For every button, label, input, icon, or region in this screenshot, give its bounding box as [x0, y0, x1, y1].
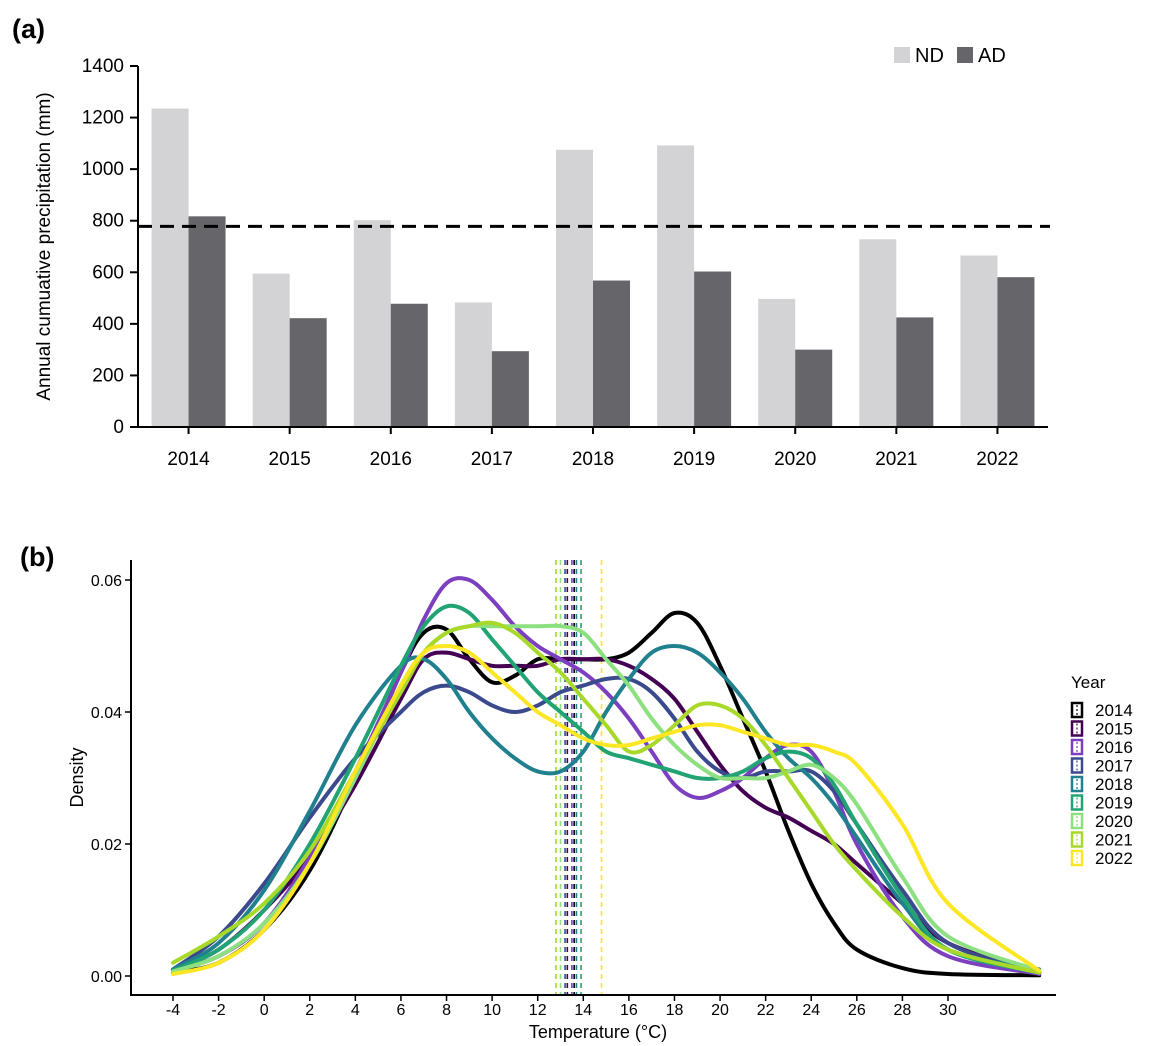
legend-key-2015: [1070, 720, 1084, 737]
legend-label-2014: 2014: [1095, 701, 1133, 720]
y-tick-label-0.04: 0.04: [91, 705, 122, 722]
precipitation-bar-chart: 0 200 400 600 800 1000 1200 1400 2014 2015 2016 201…: [34, 45, 1050, 470]
y-tick-label-400: 400: [92, 314, 124, 335]
y-tick-label-0: 0: [113, 417, 124, 438]
x-tick-label-22: 22: [757, 1002, 775, 1019]
x-tick-label-26: 26: [848, 1002, 866, 1019]
legend-key-2014: [1070, 701, 1084, 719]
legend-key-2019: [1070, 794, 1084, 811]
x-tick-label-14: 14: [574, 1002, 592, 1019]
legend-label-nd: ND: [915, 45, 944, 67]
panel-b-label: (b): [20, 542, 54, 572]
bar-nd-2020: [758, 298, 796, 427]
x-tick-label-6: 6: [396, 1002, 405, 1019]
legend-label-2016: 2016: [1095, 738, 1133, 757]
legend-key-2018: [1070, 775, 1084, 793]
y-tick-label-600: 600: [92, 262, 124, 283]
y-tick-label-0.00: 0.00: [91, 969, 122, 986]
x-tick-label-8: 8: [442, 1002, 451, 1019]
legend-label-ad: AD: [978, 45, 1006, 67]
bar-ad-2019: [694, 271, 732, 427]
legend-key-2022: [1070, 849, 1084, 867]
bar-nd-2016: [353, 220, 391, 427]
x-tick-label-2: 2: [305, 1002, 314, 1019]
y-axis-title: Annual cumuative precipitation (mm): [34, 92, 55, 400]
y-tick-label-0.02: 0.02: [91, 837, 122, 854]
x-tick-label-24: 24: [802, 1002, 820, 1019]
legend-swatch-ad: [957, 47, 973, 63]
legend-key-2021: [1070, 831, 1084, 848]
bar-nd-2022: [960, 255, 998, 427]
density-curve-2018: [171, 644, 1042, 972]
bar-ad-2017: [491, 351, 529, 427]
bar-ad-2014: [188, 216, 226, 427]
legend-label-2017: 2017: [1095, 757, 1133, 776]
legend-title: Year: [1071, 673, 1106, 692]
bar-ad-2021: [896, 317, 934, 427]
x-tick-label-4: 4: [351, 1002, 360, 1019]
bar-ad-2022: [997, 277, 1035, 427]
legend-swatch-nd: [894, 47, 910, 63]
x-tick-label--4: -4: [166, 1002, 180, 1019]
legend-label-2020: 2020: [1095, 812, 1133, 831]
legend-key-2020: [1070, 812, 1084, 830]
x-tick-label-2020: 2020: [774, 449, 816, 470]
bar-nd-2018: [556, 149, 593, 427]
x-tick-label-12: 12: [529, 1002, 547, 1019]
legend-label-2018: 2018: [1095, 775, 1133, 794]
x-tick-label-16: 16: [620, 1002, 638, 1019]
bar-nd-2019: [657, 145, 695, 428]
x-tick-label-2022: 2022: [976, 449, 1018, 470]
legend-key-2016: [1070, 738, 1084, 756]
bar-nd-2017: [454, 302, 492, 427]
legend-label-2019: 2019: [1095, 794, 1133, 813]
density-curve-2022: [171, 644, 1042, 976]
legend-key-2017: [1070, 757, 1084, 774]
temperature-density-chart: 0.000.020.040.06-4 -2 0 2 4 6 8 10 12 14 16 18 20 22 2…: [67, 560, 1133, 1042]
y-axis-title: Density: [67, 747, 87, 807]
x-tick-label-2021: 2021: [875, 449, 917, 470]
legend-label-2021: 2021: [1095, 831, 1133, 850]
y-tick-label-0.06: 0.06: [91, 573, 122, 590]
x-tick-label-18: 18: [666, 1002, 684, 1019]
x-tick-label-2018: 2018: [572, 449, 614, 470]
x-tick-label-2016: 2016: [370, 449, 412, 470]
panel-a-label: (a): [12, 14, 45, 44]
x-tick-label-28: 28: [894, 1002, 912, 1019]
y-tick-label-1200: 1200: [82, 108, 124, 129]
bar-nd-2021: [859, 239, 897, 427]
legend-label-2015: 2015: [1095, 720, 1133, 739]
bar-ad-2020: [795, 349, 833, 427]
x-axis-title: Temperature (°C): [529, 1022, 667, 1042]
x-tick-label--2: -2: [211, 1002, 225, 1019]
x-tick-label-2015: 2015: [269, 449, 311, 470]
bar-ad-2016: [390, 303, 428, 427]
bar-nd-2014: [151, 108, 189, 428]
y-tick-label-800: 800: [92, 211, 124, 232]
y-tick-label-1400: 1400: [82, 56, 124, 77]
y-tick-label-1000: 1000: [82, 159, 124, 180]
x-tick-label-2014: 2014: [167, 449, 210, 470]
bar-ad-2015: [289, 318, 327, 427]
x-tick-label-10: 10: [483, 1002, 501, 1019]
x-tick-label-0: 0: [260, 1002, 269, 1019]
x-tick-label-2019: 2019: [673, 449, 715, 470]
x-tick-label-20: 20: [711, 1002, 729, 1019]
x-tick-label-30: 30: [939, 1002, 957, 1019]
x-tick-label-2017: 2017: [471, 449, 513, 470]
legend-label-2022: 2022: [1095, 849, 1133, 868]
bar-nd-2015: [252, 273, 290, 427]
density-curve-2021: [171, 620, 1042, 975]
y-tick-label-200: 200: [92, 365, 124, 386]
bar-ad-2018: [593, 280, 630, 427]
